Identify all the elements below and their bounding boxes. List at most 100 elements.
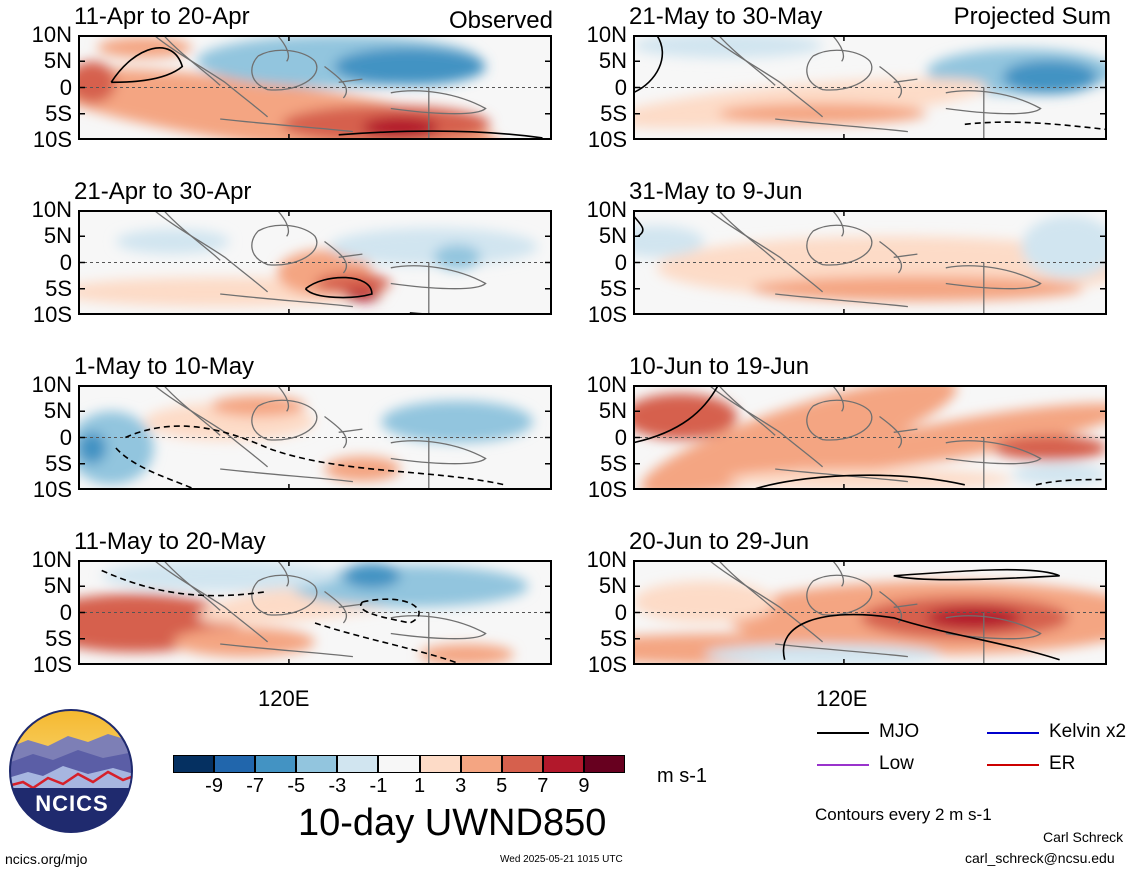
y-tick-label: 5N <box>598 573 627 599</box>
logo-text: NCICS <box>35 791 109 816</box>
mjo-contour <box>633 385 720 444</box>
y-tick-label: 5N <box>43 48 72 74</box>
units-label: m s-1 <box>657 765 707 787</box>
coastline <box>806 574 873 616</box>
mjo-contour <box>101 569 268 597</box>
x-tick-120e-right: 120E <box>816 686 868 711</box>
coastline <box>251 574 318 616</box>
email[interactable]: carl_schreck@ncsu.edu <box>965 850 1115 866</box>
coastline <box>251 49 318 91</box>
coastline <box>251 224 318 266</box>
coastline <box>220 118 353 133</box>
colorbar-tick-label: -7 <box>246 775 265 797</box>
coastline <box>806 399 873 441</box>
y-tick-label: 5S <box>45 100 72 126</box>
colorbar-swatch <box>460 755 502 773</box>
colorbar-tick-label: 5 <box>496 775 508 797</box>
y-tick-label: 10N <box>586 197 627 222</box>
mjo-contour <box>751 474 965 490</box>
coastline <box>324 240 363 274</box>
legend-label: Low <box>879 753 914 774</box>
legend-label: MJO <box>879 721 920 742</box>
y-tick-label: 10S <box>587 302 627 327</box>
anomaly-map <box>633 385 1107 490</box>
x-tick-120e-left: 120E <box>258 686 310 711</box>
anomaly-region <box>1002 60 1098 94</box>
colorbar-tick-label: -5 <box>287 775 306 797</box>
anomaly-region <box>324 456 401 482</box>
coastline <box>276 560 290 587</box>
colorbar <box>173 755 625 773</box>
anomaly-region <box>333 47 486 86</box>
mjo-contour <box>359 598 420 624</box>
y-tick-label: 5S <box>600 625 627 651</box>
y-tick-label: 10S <box>587 652 627 677</box>
y-tick-label: 5N <box>598 48 627 74</box>
coastline <box>806 224 873 266</box>
coastline <box>220 643 353 658</box>
y-tick-label: 10N <box>31 372 72 397</box>
legend-line <box>817 732 869 734</box>
coastline <box>153 560 269 643</box>
y-tick-label: 5N <box>43 398 72 424</box>
timestamp: Wed 2025-05-21 1015 UTC <box>500 854 623 865</box>
y-tick-label: 5N <box>598 398 627 424</box>
panel-title: 10-Jun to 19-Jun <box>629 353 810 380</box>
y-tick-label: 0 <box>59 424 72 450</box>
colorbar-swatch <box>296 755 338 773</box>
anomaly-region <box>329 227 538 266</box>
y-tick-label: 10S <box>32 127 72 152</box>
coastline <box>153 35 269 118</box>
anomaly-region <box>633 225 705 258</box>
anomaly-region <box>926 607 1022 629</box>
anomaly-map <box>78 210 552 315</box>
anomaly-region <box>101 560 339 592</box>
y-tick-label: 0 <box>614 249 627 275</box>
coastline <box>775 293 908 308</box>
coastline <box>708 210 824 293</box>
y-tick-label: 10N <box>586 547 627 572</box>
coastline <box>717 385 776 436</box>
anomaly-map <box>78 560 552 665</box>
colorbar-tick-label: -3 <box>328 775 347 797</box>
coastline <box>717 35 776 86</box>
coastline <box>945 615 1042 640</box>
anomaly-region <box>419 644 515 665</box>
mjo-contour <box>314 622 458 664</box>
anomaly-region <box>993 435 1107 461</box>
colorbar-tick-label: -9 <box>205 775 223 797</box>
coastline <box>775 643 908 658</box>
site-link[interactable]: ncics.org/mjo <box>5 851 88 867</box>
coastline <box>945 90 1042 115</box>
anomaly-region <box>433 244 481 270</box>
y-tick-label: 5N <box>598 223 627 249</box>
coastline <box>831 210 845 237</box>
anomaly-region <box>704 644 942 665</box>
anomaly-region <box>727 469 1013 490</box>
panel-title: 11-May to 20-May <box>74 528 266 555</box>
y-tick-label: 5N <box>43 573 72 599</box>
y-tick-label: 10N <box>586 22 627 47</box>
y-tick-label: 0 <box>614 424 627 450</box>
mjo-contour <box>110 47 184 84</box>
mjo-contour <box>115 447 197 490</box>
y-tick-label: 0 <box>614 74 627 100</box>
mjo-contour <box>964 121 1107 131</box>
colorbar-tick-label: 3 <box>455 775 467 797</box>
coastline <box>251 399 318 441</box>
anomaly-region <box>96 37 192 59</box>
anomaly-region <box>172 627 315 657</box>
y-tick-label: 10N <box>586 372 627 397</box>
anomaly-map <box>78 385 552 490</box>
y-tick-label: 10S <box>32 652 72 677</box>
legend-line <box>987 732 1039 734</box>
legend-line <box>817 764 869 766</box>
coastline <box>717 210 776 261</box>
coastline <box>708 560 824 643</box>
anomaly-map <box>78 35 552 140</box>
y-tick-label: 10N <box>31 197 72 222</box>
panel-title: 21-May to 30-May <box>629 3 823 30</box>
coastline <box>717 560 776 611</box>
coastline <box>775 118 908 133</box>
anomaly-map <box>633 35 1107 140</box>
